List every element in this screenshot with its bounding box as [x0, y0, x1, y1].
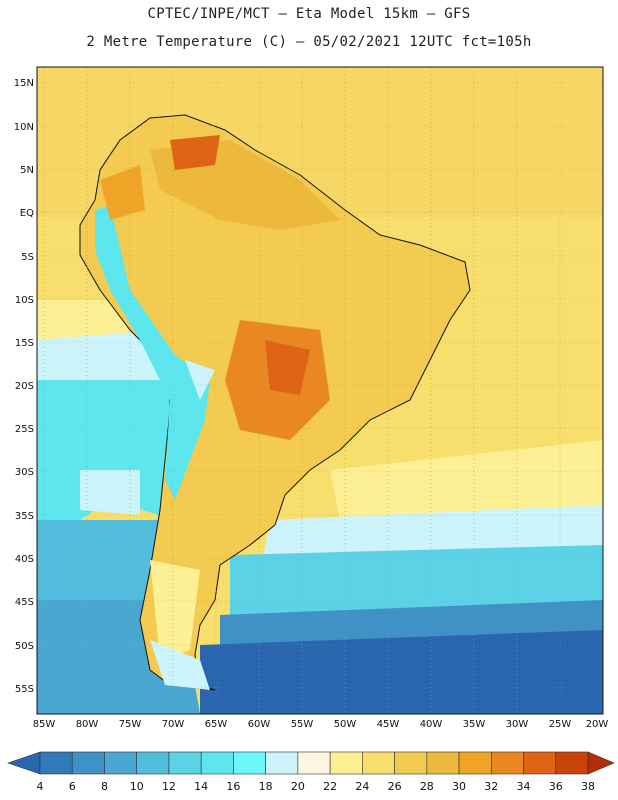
- lon-label: 20W: [586, 719, 609, 730]
- lon-label: 45W: [377, 719, 400, 730]
- colorbar-swatch: [168, 751, 202, 775]
- altiplano-cool-patch: [185, 360, 215, 400]
- lon-label: 35W: [463, 719, 486, 730]
- map-subtitle: 2 Metre Temperature (C) – 05/02/2021 12U…: [86, 34, 532, 50]
- colorbar: 4 6 8 10 12 14 16 18 20 22 24 26 28 30 32 34 36 38: [7, 751, 615, 793]
- colorbar-tick-label: 10: [130, 780, 144, 793]
- south-atlantic-band: [200, 630, 603, 714]
- colorbar-arrow-right: [587, 751, 615, 775]
- lon-label: 50W: [334, 719, 357, 730]
- colorbar-swatch: [265, 751, 299, 775]
- colorbar-tick-label: 28: [420, 780, 434, 793]
- lon-axis: 85W 80W 75W 70W 65W 60W 55W 50W 45W 40W …: [33, 719, 609, 730]
- lat-label: 40S: [15, 554, 34, 565]
- colorbar-swatch: [523, 751, 557, 775]
- lat-label: 5N: [20, 165, 34, 176]
- colorbar-tick-label: 30: [452, 780, 466, 793]
- colorbar-tick-label: 26: [388, 780, 402, 793]
- lat-label: 15S: [15, 338, 34, 349]
- andes-cold-ridge: [95, 205, 210, 500]
- colorbar-arrow-left: [7, 751, 41, 775]
- lat-label: 10S: [15, 295, 34, 306]
- venezuela-hot-spot: [170, 135, 220, 170]
- lon-label: 65W: [205, 719, 228, 730]
- lat-label: 45S: [15, 597, 34, 608]
- lon-label: 25W: [549, 719, 572, 730]
- lat-label: 15N: [14, 78, 34, 89]
- lon-label: 80W: [76, 719, 99, 730]
- colorbar-swatch: [329, 751, 363, 775]
- colorbar-swatch: [233, 751, 266, 775]
- colorbar-tick-label: 12: [162, 780, 176, 793]
- lon-label: 40W: [420, 719, 443, 730]
- colorbar-swatch: [490, 751, 524, 775]
- colorbar-tick-label: 16: [226, 780, 240, 793]
- colorbar-tick-label: 8: [101, 780, 108, 793]
- colorbar-swatch: [39, 751, 73, 775]
- colorbar-swatch: [458, 751, 492, 775]
- colorbar-swatch: [394, 751, 428, 775]
- map-title: CPTEC/INPE/MCT – Eta Model 15km – GFS: [147, 6, 471, 22]
- colorbar-swatch: [136, 751, 170, 775]
- lat-label: 25S: [15, 424, 34, 435]
- colorbar-tick-label: 38: [581, 780, 595, 793]
- lat-axis: 15N 10N 5N EQ 5S 10S 15S 20S 25S 30S 35S…: [14, 78, 34, 695]
- colorbar-swatch: [104, 751, 138, 775]
- lon-label: 85W: [33, 719, 56, 730]
- lat-label: 50S: [15, 641, 34, 652]
- colorbar-tick-label: 4: [37, 780, 44, 793]
- lon-label: 30W: [506, 719, 529, 730]
- colorbar-swatch: [555, 751, 589, 775]
- lon-label: 60W: [248, 719, 271, 730]
- lat-label: 30S: [15, 467, 34, 478]
- colorbar-tick-label: 18: [259, 780, 273, 793]
- colorbar-swatch: [297, 751, 331, 775]
- colorbar-tick-label: 24: [355, 780, 369, 793]
- map-frame: [36, 66, 604, 715]
- lat-label: 5S: [21, 252, 34, 263]
- lat-label: 55S: [15, 684, 34, 695]
- lat-label: 20S: [15, 381, 34, 392]
- colorbar-tick-label: 6: [69, 780, 76, 793]
- atlantic-warm-band: [330, 440, 603, 520]
- patagonia-mild: [150, 560, 200, 660]
- colorbar-tick-label: 34: [517, 780, 531, 793]
- map-field: [37, 67, 603, 714]
- colorbar-tick-label: 14: [194, 780, 208, 793]
- pantanal-hot-spot: [265, 340, 310, 395]
- lon-label: 75W: [119, 719, 142, 730]
- tierra-del-fuego: [150, 640, 210, 690]
- colorbar-swatch: [200, 751, 234, 775]
- pacific-cool-patch: [80, 470, 140, 515]
- lat-label: 10N: [14, 122, 34, 133]
- colorbar-swatch: [71, 751, 105, 775]
- pacific-cold-band: [37, 380, 175, 525]
- lon-label: 55W: [291, 719, 314, 730]
- colorbar-tick-label: 32: [484, 780, 498, 793]
- colorbar-tick-label: 36: [549, 780, 563, 793]
- colorbar-tick-label: 20: [291, 780, 305, 793]
- colorbar-swatch: [426, 751, 460, 775]
- colorbar-tick-label: 22: [323, 780, 337, 793]
- lon-label: 70W: [162, 719, 185, 730]
- lat-label: EQ: [20, 208, 34, 219]
- lat-label: 35S: [15, 511, 34, 522]
- colombia-warm-patch: [100, 165, 145, 220]
- colorbar-swatch: [362, 751, 395, 775]
